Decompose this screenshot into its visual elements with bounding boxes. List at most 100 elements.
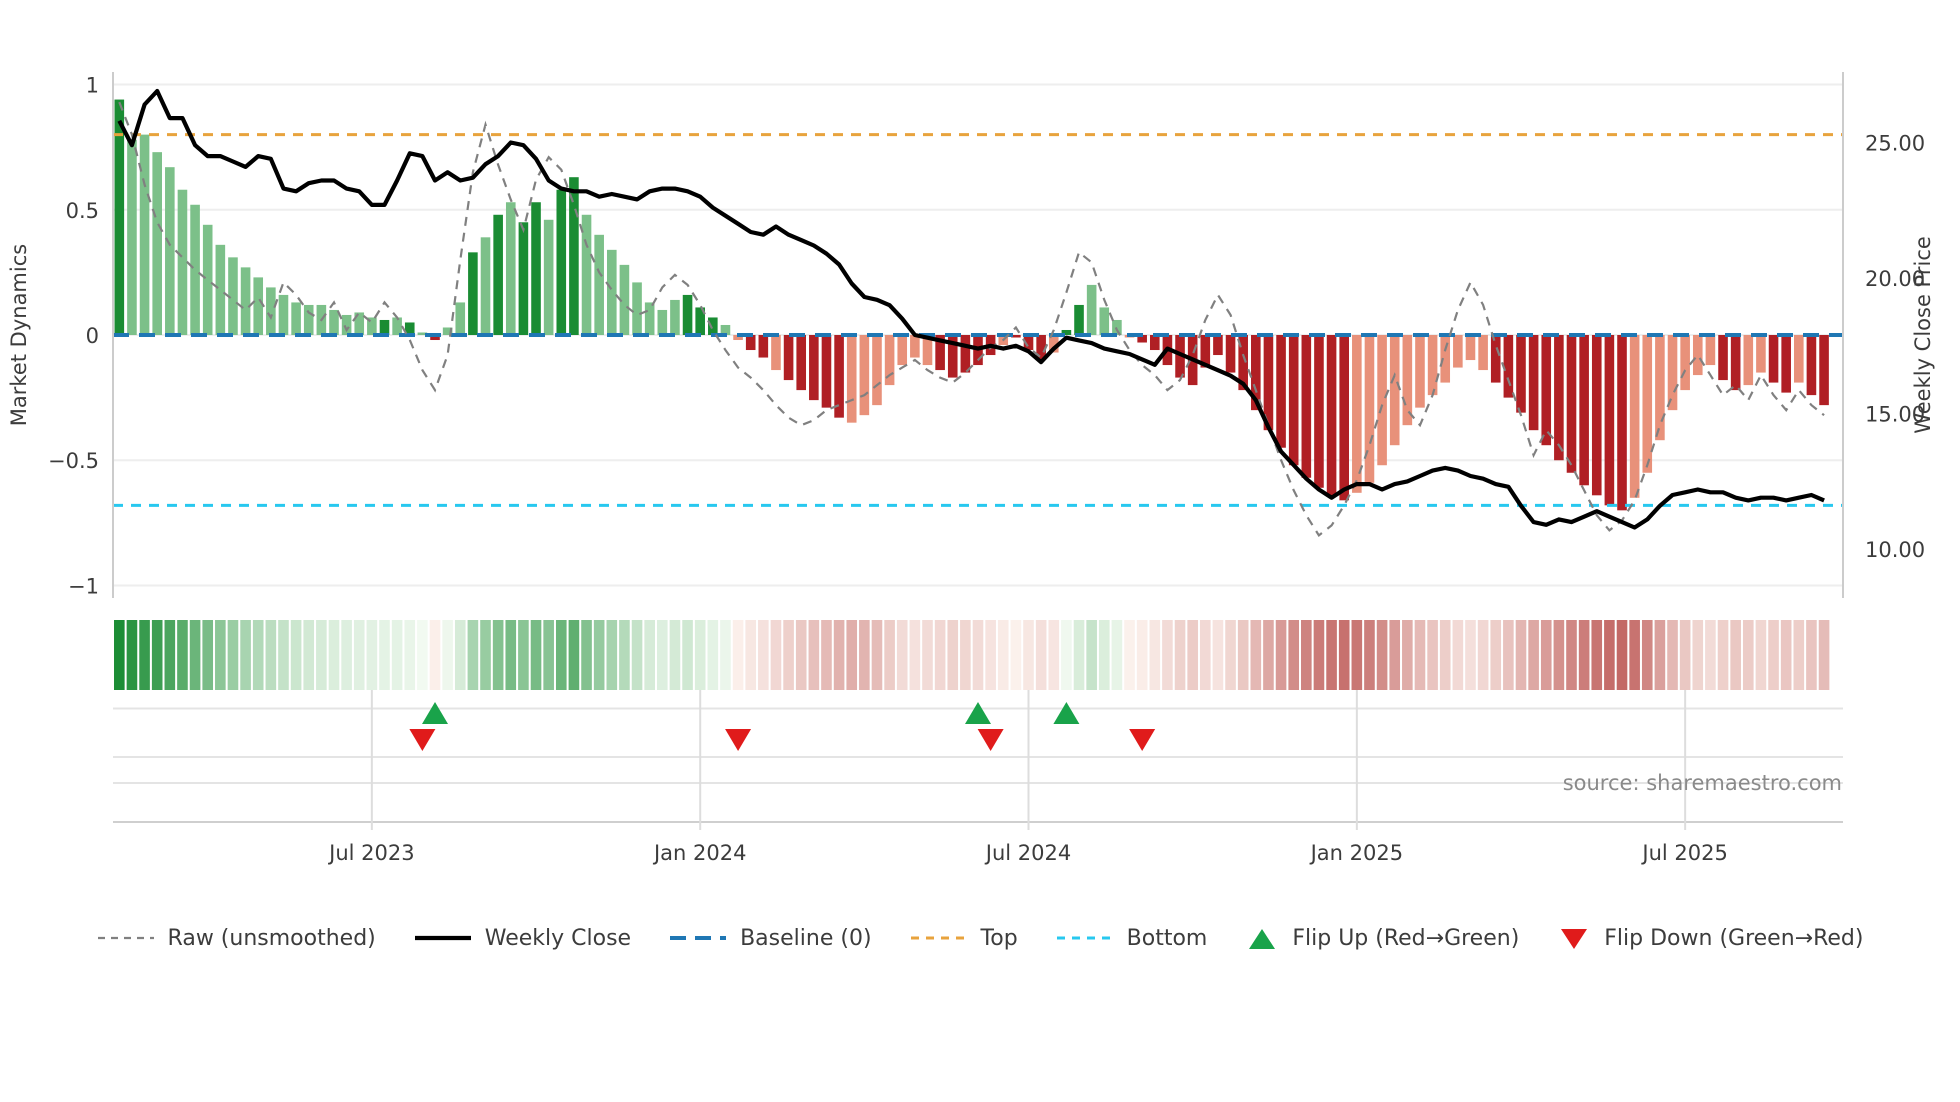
dynamics-bar bbox=[291, 302, 301, 335]
dynamics-bar bbox=[1213, 335, 1223, 356]
plot-bottom-mask bbox=[0, 599, 1960, 619]
legend-item-bottom[interactable]: Bottom bbox=[1056, 925, 1208, 951]
heatmap-cell bbox=[884, 620, 895, 690]
dynamics-bar bbox=[1554, 335, 1564, 461]
source-note: source: sharemaestro.com bbox=[1563, 771, 1842, 795]
dynamics-bar bbox=[278, 294, 289, 335]
dynamics-bar bbox=[796, 335, 807, 391]
dynamics-bar bbox=[1465, 335, 1476, 361]
flip-down-marker[interactable] bbox=[977, 729, 1004, 751]
heatmap-cell bbox=[720, 620, 731, 690]
heatmap-cell bbox=[278, 620, 289, 690]
x-axis-tick-label: Jul 2025 bbox=[1640, 841, 1727, 865]
dynamics-bar bbox=[518, 222, 529, 335]
raw-unsmoothed-line bbox=[118, 101, 1825, 538]
dynamics-bar bbox=[404, 322, 415, 335]
heatmap-cell bbox=[922, 620, 933, 690]
heatmap-cell bbox=[126, 620, 138, 690]
dynamics-bar bbox=[417, 332, 428, 335]
flip-up-marker[interactable] bbox=[1053, 702, 1080, 724]
dynamics-bar bbox=[1629, 335, 1640, 498]
heatmap-cell bbox=[593, 620, 605, 690]
x-axis-tick-label: Jan 2025 bbox=[1309, 841, 1404, 865]
dynamics-bar bbox=[505, 202, 516, 335]
flip-down-marker[interactable] bbox=[1129, 729, 1156, 751]
heatmap-cell bbox=[997, 620, 1009, 690]
dynamics-bar bbox=[1326, 335, 1337, 496]
heatmap-cell bbox=[846, 620, 858, 690]
legend-label: Baseline (0) bbox=[740, 925, 872, 951]
dynamics-bar bbox=[493, 214, 503, 335]
heatmap-cell bbox=[1768, 620, 1779, 690]
heatmap-cell bbox=[1402, 620, 1413, 690]
heatmap-cell bbox=[543, 620, 554, 690]
heatmap-cell bbox=[227, 620, 239, 690]
heatmap-cell bbox=[1149, 620, 1161, 690]
dynamics-bar bbox=[1137, 335, 1147, 343]
heatmap-cell bbox=[1124, 620, 1135, 690]
dynamics-bar bbox=[430, 335, 440, 341]
dynamics-bar bbox=[1566, 335, 1577, 473]
dynamics-bar bbox=[606, 249, 617, 335]
flip-up-marker[interactable] bbox=[422, 702, 449, 724]
weekly-close-line bbox=[117, 88, 1825, 530]
dynamics-bar bbox=[1276, 335, 1286, 448]
dynamics-bar bbox=[177, 189, 188, 335]
dynamics-bar bbox=[581, 214, 592, 335]
legend-label: Bottom bbox=[1126, 925, 1208, 951]
dynamics-bar bbox=[1806, 335, 1817, 396]
dynamics-bar bbox=[1692, 335, 1703, 376]
dynamics-bar bbox=[543, 219, 554, 335]
dynamics-bar bbox=[1061, 329, 1072, 335]
heatmap-cell bbox=[1578, 620, 1590, 690]
heatmap-cell bbox=[215, 620, 226, 690]
heatmap-cell bbox=[972, 620, 984, 690]
heatmap-cell bbox=[1654, 620, 1666, 690]
dynamics-bar bbox=[1478, 335, 1488, 371]
dynamics-bar bbox=[910, 335, 920, 358]
heatmap-cell bbox=[1364, 620, 1375, 690]
dynamics-bar bbox=[480, 237, 491, 335]
dynamics-bar bbox=[531, 202, 541, 335]
heatmap-cell bbox=[1187, 620, 1198, 690]
legend-item-flip-down-green-red[interactable]: Flip Down (Green→Red) bbox=[1557, 925, 1863, 951]
heatmap-cell bbox=[1477, 620, 1489, 690]
dynamics-bar bbox=[165, 167, 175, 335]
heatmap-cell bbox=[1048, 620, 1060, 690]
heatmap-cell bbox=[1604, 620, 1615, 690]
flip-up-marker[interactable] bbox=[965, 702, 991, 724]
dynamics-bar bbox=[1516, 335, 1526, 413]
dynamics-bar bbox=[859, 335, 870, 416]
dynamics-bar bbox=[392, 317, 402, 335]
dynamics-bar bbox=[1743, 335, 1754, 386]
flip-down-marker[interactable] bbox=[409, 729, 436, 751]
flip-down-marker[interactable] bbox=[725, 729, 752, 751]
heatmap-cell bbox=[808, 620, 820, 690]
y-axis-tick-left: 1 bbox=[86, 74, 99, 98]
heatmap-cell bbox=[303, 620, 315, 690]
heatmap-cell bbox=[1338, 620, 1350, 690]
heatmap-cell bbox=[1679, 620, 1691, 690]
dynamics-bar bbox=[783, 335, 794, 381]
y-axis-tick-right: 20.00 bbox=[1865, 267, 1925, 291]
dynamics-bar bbox=[240, 267, 251, 335]
heatmap-cell bbox=[1288, 620, 1299, 690]
heatmap-cell bbox=[1515, 620, 1527, 690]
legend-item-weekly-close[interactable]: Weekly Close bbox=[414, 926, 631, 951]
dynamics-bar bbox=[1591, 335, 1602, 496]
heatmap-cell bbox=[1250, 620, 1262, 690]
heatmap-cell bbox=[1806, 620, 1817, 690]
chart-legend: Raw (unsmoothed) Weekly Close Baseline (0)… bbox=[0, 925, 1960, 951]
legend-label: Raw (unsmoothed) bbox=[167, 925, 376, 951]
dynamics-bar bbox=[758, 335, 769, 358]
legend-label: Top bbox=[980, 925, 1018, 951]
heatmap-cell bbox=[290, 620, 302, 690]
heatmap-cell bbox=[1641, 620, 1653, 690]
heatmap-cell bbox=[606, 620, 618, 690]
dynamics-bar bbox=[1667, 335, 1678, 411]
legend-item-top[interactable]: Top bbox=[910, 926, 1018, 951]
legend-item-flip-up-red-green[interactable]: Flip Up (Red→Green) bbox=[1245, 925, 1519, 951]
legend-item-baseline-0[interactable]: Baseline (0) bbox=[669, 925, 872, 951]
legend-item-raw-unsmoothed[interactable]: Raw (unsmoothed) bbox=[97, 926, 376, 951]
dynamics-bar bbox=[771, 335, 781, 371]
